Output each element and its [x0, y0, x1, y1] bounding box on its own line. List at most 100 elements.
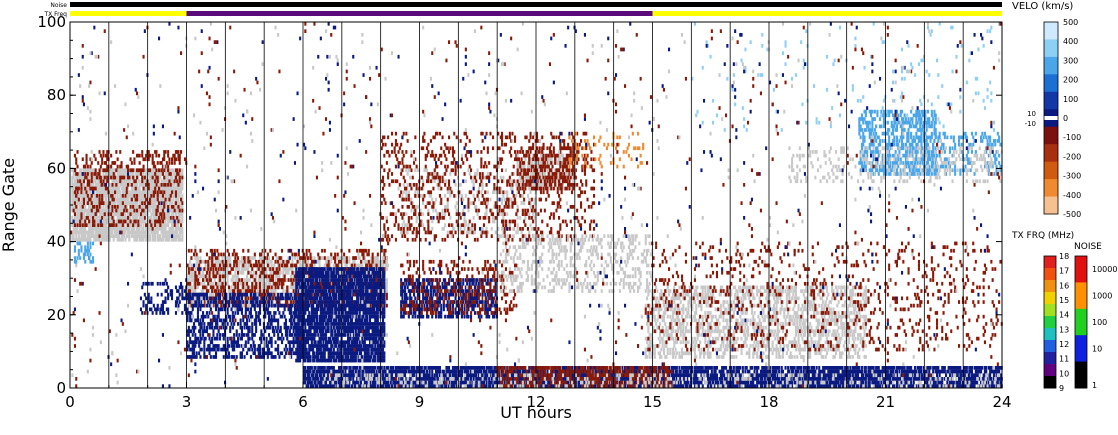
data-cell — [284, 344, 287, 348]
data-cell — [204, 267, 207, 271]
data-cell — [168, 194, 171, 198]
data-cell — [308, 248, 311, 253]
data-cell — [128, 190, 131, 195]
data-cell — [273, 355, 276, 359]
data-cell — [112, 201, 115, 205]
data-cell — [94, 183, 97, 187]
data-cell — [177, 227, 180, 231]
data-cell — [121, 230, 124, 235]
data-cell — [174, 237, 177, 242]
data-cell — [367, 289, 370, 293]
data-cell — [102, 172, 105, 176]
data-cell — [309, 281, 312, 286]
data-cell — [176, 296, 179, 301]
data-cell — [147, 153, 150, 158]
data-cell — [209, 263, 212, 268]
data-cell — [243, 296, 246, 301]
data-cell — [141, 190, 144, 195]
data-cell — [217, 329, 220, 334]
data-cell — [150, 205, 153, 209]
data-cell — [151, 311, 154, 315]
data-cell — [319, 322, 322, 326]
data-cell — [158, 172, 161, 176]
data-cell — [247, 256, 250, 260]
data-cell — [190, 267, 193, 271]
data-cell — [296, 318, 299, 323]
data-cell — [97, 227, 100, 231]
data-cell — [92, 216, 95, 220]
data-cell — [287, 292, 290, 297]
data-cell — [86, 183, 89, 187]
data-cell — [97, 201, 100, 205]
data-cell — [133, 234, 136, 238]
data-cell — [199, 355, 202, 359]
data-cell — [72, 194, 75, 198]
data-cell — [288, 278, 291, 282]
data-cell — [187, 285, 190, 290]
data-cell — [237, 296, 240, 301]
data-cell — [106, 194, 109, 198]
data-cell — [195, 318, 198, 323]
data-cell — [165, 216, 168, 220]
data-cell — [277, 336, 280, 341]
data-cell — [145, 183, 148, 187]
data-cell — [90, 194, 93, 198]
data-cell — [209, 322, 212, 326]
data-cell — [165, 230, 168, 235]
data-cell — [120, 234, 123, 238]
data-cell — [115, 208, 118, 213]
data-cell — [155, 205, 158, 209]
data-cell — [240, 303, 243, 308]
data-cell — [177, 168, 180, 173]
data-cell — [383, 248, 386, 253]
data-cell — [168, 230, 171, 235]
data-cell — [133, 161, 136, 165]
data-cell — [266, 292, 269, 297]
data-cell — [167, 237, 170, 242]
data-cell — [198, 292, 201, 297]
data-cell — [203, 314, 206, 319]
data-cell — [194, 256, 197, 260]
data-cell — [278, 329, 281, 334]
data-cell — [239, 351, 242, 356]
data-cell — [196, 256, 199, 260]
data-cell — [304, 281, 307, 286]
data-cell — [110, 186, 113, 191]
data-cell — [189, 274, 192, 279]
data-cell — [299, 329, 302, 334]
data-cell — [139, 237, 142, 242]
data-cell — [99, 230, 102, 235]
data-cell — [181, 175, 184, 180]
data-cell — [103, 237, 106, 242]
data-cell — [341, 285, 344, 290]
data-cell — [226, 307, 229, 312]
data-cell — [239, 289, 242, 293]
data-cell — [305, 278, 308, 282]
data-cell — [269, 318, 272, 323]
data-cell — [230, 355, 233, 359]
data-cell — [288, 351, 291, 356]
data-cell — [244, 267, 247, 271]
data-cell — [217, 252, 220, 257]
data-cell — [216, 325, 219, 330]
data-cell — [125, 175, 128, 180]
data-cell — [111, 208, 114, 213]
data-cell — [173, 157, 176, 162]
data-cell — [116, 219, 119, 224]
data-cell — [247, 289, 250, 293]
data-cell — [102, 223, 105, 227]
data-cell — [134, 237, 137, 242]
data-cell — [296, 347, 299, 352]
data-cell — [177, 179, 180, 184]
data-cell — [319, 278, 322, 282]
data-cell — [130, 227, 133, 231]
data-cell — [312, 303, 315, 308]
data-cell — [132, 212, 135, 216]
data-cell — [156, 194, 159, 198]
data-cell — [277, 333, 280, 337]
data-cell — [253, 303, 256, 308]
data-cell — [95, 205, 98, 209]
data-cell — [205, 270, 208, 275]
data-cell — [199, 336, 202, 341]
data-cell — [268, 263, 271, 268]
